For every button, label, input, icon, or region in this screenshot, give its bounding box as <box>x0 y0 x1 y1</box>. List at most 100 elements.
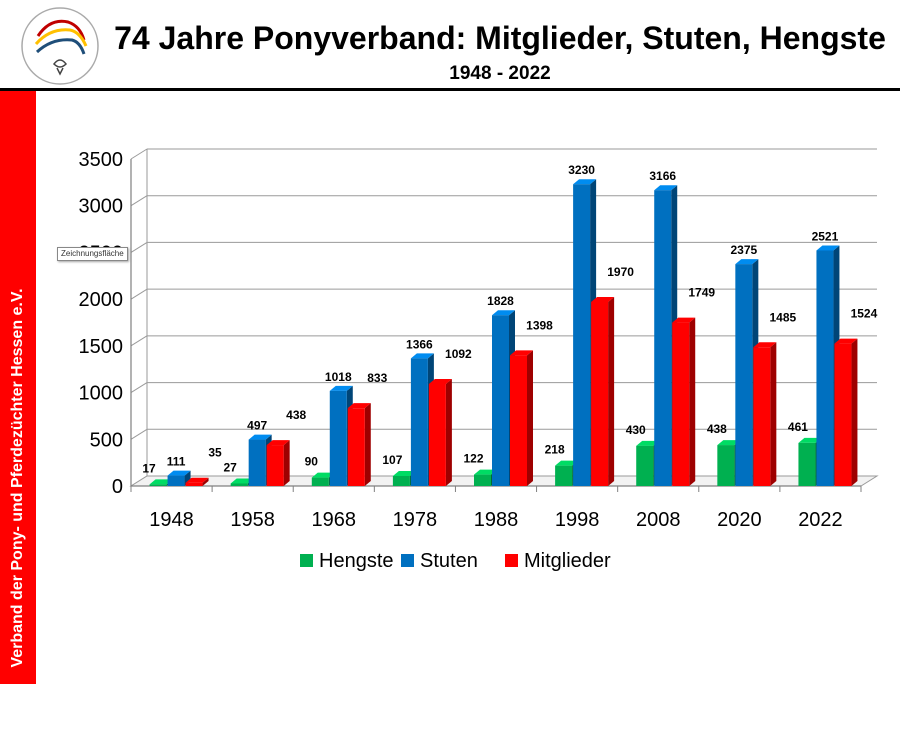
bar-side-mitglieder <box>527 350 533 486</box>
bar-stuten <box>167 475 185 486</box>
bar-stuten <box>492 315 509 486</box>
bar-side-mitglieder <box>770 342 777 486</box>
bar-top-hengste <box>149 479 173 485</box>
bar-hengste <box>149 484 167 486</box>
bar-top-hengste <box>555 460 579 466</box>
x-tick-label: 2020 <box>717 509 762 531</box>
bar-top-mitglieder <box>510 350 533 356</box>
bar-top-mitglieder <box>185 477 209 483</box>
bar-top-stuten <box>492 310 515 316</box>
bar-hengste <box>392 476 410 486</box>
bar-top-mitglieder <box>591 296 615 302</box>
chart-area-tooltip: Zeichnungsfläche <box>57 247 128 261</box>
data-label-mitglieder: 1092 <box>445 347 472 361</box>
y-tick-label: 1000 <box>79 383 124 405</box>
data-label-hengste: 27 <box>223 460 237 474</box>
bar-top-mitglieder <box>672 317 696 323</box>
bar-top-hengste <box>230 478 254 484</box>
bar-top-hengste <box>798 437 822 443</box>
bar-stuten <box>735 264 753 486</box>
bar-top-hengste <box>636 440 660 446</box>
bar-stuten <box>573 184 591 486</box>
data-label-mitglieder: 1524 <box>851 307 878 321</box>
bar-mitglieder <box>510 355 527 486</box>
gridline-connector <box>130 148 148 160</box>
bar-top-mitglieder <box>753 342 777 348</box>
bar-side-mitglieder <box>445 378 452 486</box>
sidebar-banner: Verband der Pony- und Pferdezüchter Hess… <box>0 91 36 684</box>
bar-top-hengste <box>392 471 416 477</box>
bar-mitglieder <box>428 383 446 486</box>
data-label-stuten: 2375 <box>730 243 757 257</box>
y-tick-label: 2000 <box>79 289 124 311</box>
bar-side-mitglieder <box>283 440 290 486</box>
data-label-hengste: 430 <box>626 423 646 437</box>
bar-hengste <box>636 445 654 486</box>
bar-top-stuten <box>248 434 272 440</box>
x-tick-label: 1948 <box>149 509 194 531</box>
data-label-mitglieder: 833 <box>367 371 387 385</box>
data-label-stuten: 1018 <box>325 370 352 384</box>
gridline-connector <box>130 382 148 393</box>
bar-top-mitglieder <box>428 378 452 384</box>
data-label-stuten: 2521 <box>812 229 839 243</box>
data-label-mitglieder: 1970 <box>607 265 634 279</box>
data-label-stuten: 1828 <box>487 294 514 308</box>
y-tick-label: 3500 <box>79 149 124 171</box>
page-subtitle: 1948 - 2022 <box>449 63 551 84</box>
bar-stuten <box>654 190 672 486</box>
bar-top-stuten <box>167 470 191 476</box>
data-label-mitglieder: 1485 <box>769 310 796 324</box>
bar-top-mitglieder <box>347 403 371 409</box>
y-tick-label: 3000 <box>79 196 124 218</box>
data-label-mitglieder: 438 <box>286 408 306 422</box>
data-label-hengste: 122 <box>463 452 483 466</box>
gridline-connector <box>130 288 148 300</box>
data-label-hengste: 17 <box>142 461 156 475</box>
legend-swatch <box>300 554 313 567</box>
bar-mitglieder <box>753 347 771 486</box>
data-label-hengste: 461 <box>788 420 808 434</box>
bar-mitglieder <box>834 343 852 486</box>
gridline-connector <box>130 428 148 440</box>
legend-swatch <box>505 554 518 567</box>
data-label-mitglieder: 1398 <box>526 318 553 332</box>
data-label-hengste: 438 <box>707 422 727 436</box>
bar-stuten <box>410 358 428 486</box>
data-label-hengste: 107 <box>382 453 402 467</box>
data-label-mitglieder: 35 <box>208 446 222 460</box>
data-label-stuten: 1366 <box>406 337 433 351</box>
legend-label: Hengste <box>319 550 394 572</box>
x-tick-label: 2022 <box>798 509 843 531</box>
gridline-connector <box>130 335 148 347</box>
legend-label: Stuten <box>420 550 478 572</box>
x-tick-label: 1968 <box>312 509 357 531</box>
bar-side-mitglieder <box>364 403 371 486</box>
bar-top-hengste <box>474 469 497 475</box>
legend-label: Mitglieder <box>524 550 611 572</box>
bar-top-mitglieder <box>266 440 290 446</box>
bar-side-mitglieder <box>851 338 858 486</box>
bar-top-hengste <box>717 440 741 446</box>
bar-top-hengste <box>311 472 335 478</box>
bar-hengste <box>717 445 735 486</box>
legend-swatch <box>401 554 414 567</box>
bar-top-stuten <box>816 245 840 251</box>
bar-stuten <box>816 250 834 486</box>
bar-hengste <box>798 442 816 486</box>
bar-stuten <box>248 439 266 486</box>
bar-stuten <box>329 390 347 486</box>
bar-top-mitglieder <box>834 338 858 344</box>
bar-chart: 0500100015002000250030003500194819581968… <box>79 148 879 572</box>
association-logo <box>20 6 100 86</box>
x-tick-label: 1978 <box>393 509 438 531</box>
x-tick-label: 1988 <box>474 509 519 531</box>
bar-side-mitglieder <box>202 477 209 486</box>
page-title: 74 Jahre Ponyverband: Mitglieder, Stuten… <box>114 20 886 56</box>
bar-mitglieder <box>672 322 690 486</box>
bar-top-stuten <box>735 259 759 265</box>
data-label-stuten: 111 <box>167 455 186 469</box>
x-tick-label: 2008 <box>636 509 681 531</box>
gridline-connector <box>130 195 148 207</box>
x-tick-label: 1998 <box>555 509 600 531</box>
